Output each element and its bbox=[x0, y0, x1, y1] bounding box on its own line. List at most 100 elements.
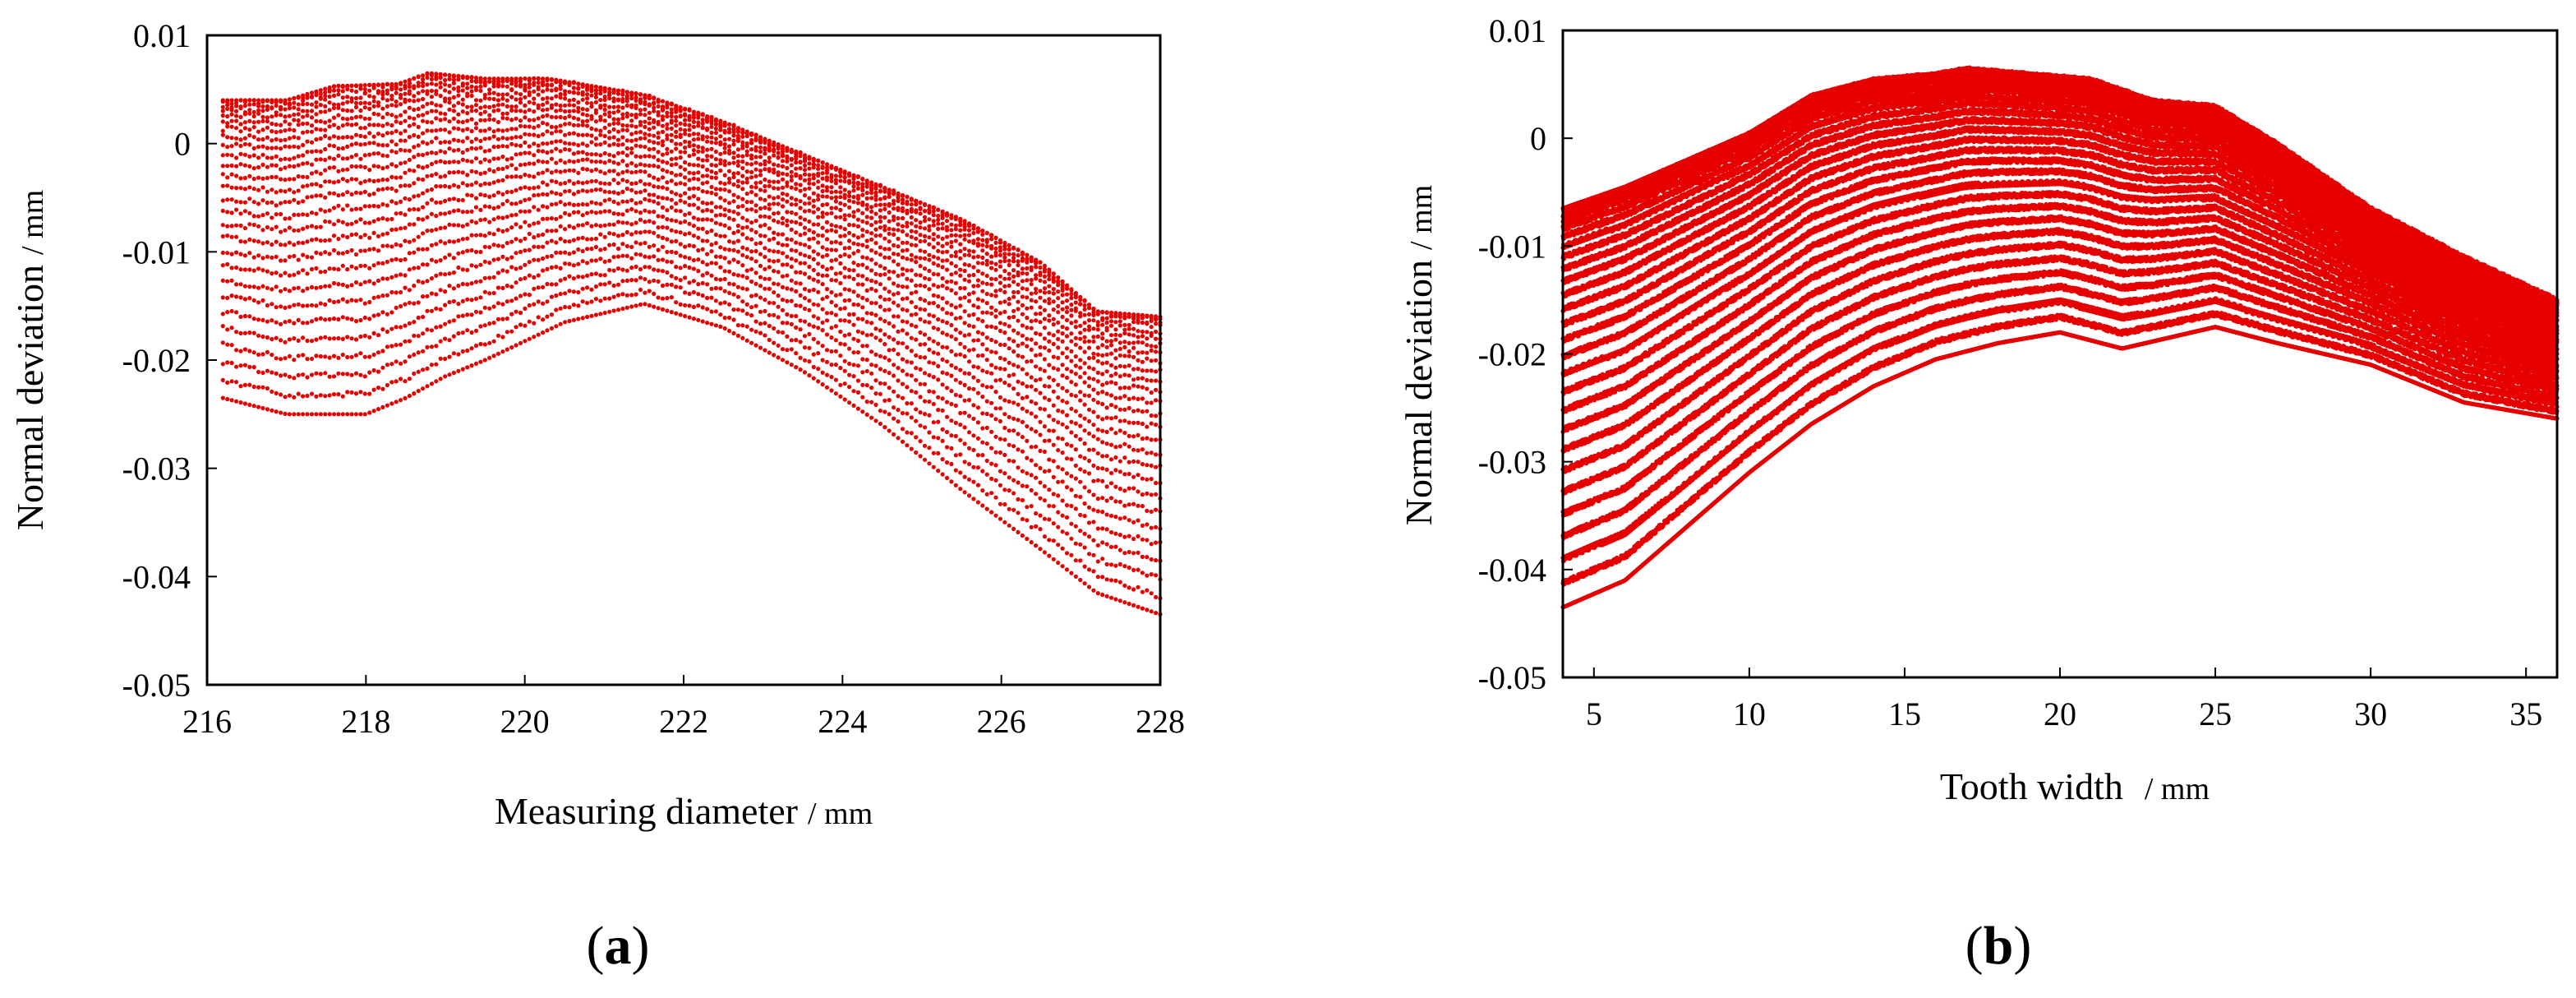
panel-a-data-point bbox=[279, 201, 283, 206]
panel-a-data-point bbox=[310, 392, 314, 396]
panel-a-data-point bbox=[238, 349, 242, 353]
panel-a-data-point bbox=[288, 216, 292, 220]
panel-a-data-point bbox=[247, 365, 251, 369]
panel-a-data-point bbox=[221, 133, 225, 137]
panel-a-data-point bbox=[256, 239, 260, 243]
panel-a-data-point bbox=[221, 119, 225, 123]
panel-a-data-point bbox=[274, 164, 279, 168]
panel-a-data-point bbox=[297, 339, 301, 343]
panel-a-data-point bbox=[270, 337, 274, 341]
panel-a-data-point bbox=[221, 223, 225, 227]
panel-a-data-point bbox=[274, 146, 279, 150]
panel-a-data-point bbox=[310, 303, 314, 307]
panel-a-data-point bbox=[221, 129, 225, 133]
panel-a-data-point bbox=[301, 212, 305, 216]
panel-a-data-point bbox=[265, 136, 270, 140]
panel-a-data-point bbox=[270, 318, 274, 322]
panel-a-data-point bbox=[225, 310, 229, 314]
panel-a-data-point bbox=[256, 188, 260, 192]
panel-a-data-point bbox=[238, 98, 242, 102]
panel-a-data-point bbox=[297, 118, 301, 122]
panel-a-data-point bbox=[279, 322, 283, 326]
panel-a-data-point bbox=[297, 136, 301, 140]
panel-a-data-point bbox=[301, 412, 305, 416]
panel-a-data-point bbox=[305, 183, 309, 187]
panel-a-data-point bbox=[221, 362, 225, 366]
panel-a-data-point bbox=[270, 138, 274, 142]
panel-a-data-point bbox=[247, 112, 251, 116]
panel-a-data-point bbox=[274, 409, 279, 414]
panel-a-data-point bbox=[314, 266, 318, 270]
panel-a-data-point bbox=[310, 163, 314, 167]
panel-a-data-point bbox=[283, 395, 287, 399]
panel-a-data-point bbox=[274, 130, 279, 134]
panel-a-data-point bbox=[243, 226, 247, 230]
panel-a-data-point bbox=[221, 113, 225, 118]
panel-a-data-point bbox=[243, 136, 247, 141]
panel-a-data-point bbox=[260, 298, 265, 303]
panel-a-data-point bbox=[274, 190, 279, 194]
panel-a-data-point bbox=[314, 112, 318, 116]
panel-a-data-point bbox=[288, 187, 292, 192]
panel-a-data-point bbox=[243, 100, 247, 104]
panel-a-data-point bbox=[283, 306, 287, 310]
panel-a-data-point bbox=[279, 189, 283, 193]
panel-a-data-point bbox=[297, 95, 301, 99]
panel-a-data-point bbox=[310, 267, 314, 271]
panel-a-data-point bbox=[314, 93, 318, 97]
panel-a-data-point bbox=[247, 174, 251, 178]
panel-a-data-point bbox=[301, 227, 305, 231]
panel-a-data-point bbox=[297, 122, 301, 127]
panel-a-data-point bbox=[314, 237, 318, 241]
panel-a-data-point bbox=[256, 120, 260, 124]
panel-a-data-point bbox=[243, 187, 247, 191]
panel-a-data-point bbox=[283, 229, 287, 233]
panel-a-data-point bbox=[221, 105, 225, 109]
panel-a-data-point bbox=[252, 166, 256, 170]
panel-a-data-point bbox=[260, 371, 265, 375]
panel-a-data-point bbox=[292, 156, 296, 160]
panel-a-data-point bbox=[230, 293, 234, 298]
panel-a-data-point bbox=[247, 185, 251, 189]
panel-a-data-point bbox=[234, 251, 238, 255]
panel-a-data-point bbox=[252, 187, 256, 191]
panel-a-data-point bbox=[292, 190, 296, 194]
panel-a-data-point bbox=[225, 145, 229, 149]
panel-a-data-point bbox=[247, 196, 251, 201]
panel-a-data-point bbox=[243, 347, 247, 351]
panel-a-data-point bbox=[225, 296, 229, 300]
panel-a-data-point bbox=[252, 114, 256, 118]
panel-a-data-point bbox=[230, 136, 234, 140]
panel-a-data-point bbox=[279, 107, 283, 111]
panel-a-data-point bbox=[243, 363, 247, 367]
panel-a-data-point bbox=[260, 119, 265, 123]
panel-a-data-point bbox=[260, 153, 265, 157]
panel-a-data-point bbox=[283, 216, 287, 220]
panel-a-data-point bbox=[305, 175, 309, 179]
panel-a-data-point bbox=[301, 394, 305, 398]
panel-a-data-point bbox=[234, 155, 238, 159]
panel-a-data-point bbox=[225, 262, 229, 266]
panel-a-data-point bbox=[247, 127, 251, 132]
panel-a-data-point bbox=[274, 270, 279, 275]
panel-a-data-point bbox=[283, 189, 287, 193]
panel-a-data-point bbox=[283, 107, 287, 111]
panel-a-data-point bbox=[310, 210, 314, 215]
panel-a-data-point bbox=[265, 386, 270, 390]
panel-a-data-point bbox=[260, 335, 265, 339]
panel-a-data-point bbox=[283, 145, 287, 149]
panel-a-data-point bbox=[256, 155, 260, 159]
panel-a-data-point bbox=[247, 284, 251, 289]
panel-a-data-point bbox=[283, 340, 287, 344]
panel-a-data-point bbox=[243, 401, 247, 405]
panel-a-data-point bbox=[256, 137, 260, 141]
panel-a-data-point bbox=[225, 397, 229, 401]
panel-a-data-point bbox=[225, 381, 229, 385]
panel-a-data-point bbox=[288, 394, 292, 398]
panel-a-data-point bbox=[292, 213, 296, 217]
panel-a-data-point bbox=[252, 284, 256, 289]
panel-a-data-point bbox=[283, 128, 287, 132]
panel-a-data-point bbox=[297, 318, 301, 322]
panel-a-data-point bbox=[270, 227, 274, 231]
panel-a-data-point bbox=[221, 184, 225, 188]
